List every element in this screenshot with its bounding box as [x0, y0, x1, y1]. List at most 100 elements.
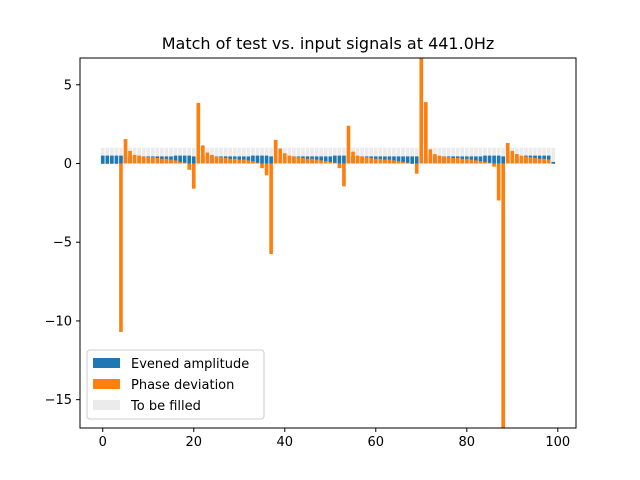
- fill-bar-9: [141, 147, 146, 164]
- fill-bar-57: [360, 147, 364, 164]
- phase-bar-61: [378, 158, 383, 164]
- phase-bar-4: [119, 163, 123, 332]
- fill-bar-13: [160, 147, 164, 164]
- phase-bar-20: [191, 163, 196, 189]
- phase-bar-39: [278, 148, 283, 164]
- phase-bar-90: [510, 150, 515, 164]
- x-tick-label-100: 100: [545, 435, 570, 450]
- phase-bar-94: [528, 157, 533, 164]
- amplitude-bar-87: [496, 155, 501, 164]
- x-tick-label-40: 40: [276, 435, 293, 450]
- fill-bar-77: [451, 147, 455, 164]
- fill-bar-37: [269, 147, 273, 164]
- phase-bar-73: [433, 154, 437, 164]
- amplitude-bar-65: [396, 156, 401, 164]
- phase-bar-12: [155, 157, 160, 164]
- phase-bar-11: [150, 157, 155, 164]
- fill-bar-60: [373, 147, 378, 164]
- phase-bar-28: [228, 158, 232, 164]
- phase-bar-59: [369, 157, 374, 164]
- amplitude-bar-49: [323, 156, 328, 164]
- fill-bar-82: [474, 147, 478, 164]
- phase-bar-96: [537, 158, 542, 164]
- fill-bar-2: [110, 147, 114, 164]
- phase-bar-66: [401, 161, 405, 164]
- phase-bar-16: [173, 160, 178, 164]
- phase-bar-24: [210, 154, 214, 164]
- amplitude-bar-4: [119, 155, 123, 164]
- fill-bar-8: [137, 147, 141, 164]
- fill-bar-33: [251, 147, 255, 164]
- phase-bar-47: [314, 159, 319, 164]
- fill-bar-99: [551, 147, 556, 164]
- phase-bar-31: [242, 159, 246, 164]
- amplitude-bar-82: [474, 156, 478, 164]
- phase-bar-98: [546, 159, 551, 164]
- fill-bar-87: [496, 147, 501, 164]
- phase-bar-42: [292, 156, 296, 164]
- fill-bar-67: [405, 147, 410, 164]
- phase-bar-63: [387, 159, 392, 164]
- legend-label-amplitude: Evened amplitude: [131, 357, 249, 372]
- phase-bar-99: [551, 163, 556, 164]
- fill-bar-42: [292, 147, 296, 164]
- fill-bar-16: [173, 147, 178, 164]
- legend-swatch-phase: [93, 379, 120, 389]
- phase-bar-81: [469, 159, 474, 164]
- x-tick-label-20: 20: [185, 435, 202, 450]
- fill-bar-83: [478, 147, 483, 164]
- fill-bar-36: [264, 147, 269, 164]
- phase-bar-69: [414, 163, 419, 174]
- phase-bar-60: [373, 158, 378, 164]
- phase-bar-10: [146, 157, 151, 164]
- phase-bar-84: [483, 161, 487, 164]
- y-tick-label--5: −5: [53, 236, 72, 251]
- fill-bar-43: [296, 147, 301, 164]
- fill-bar-20: [191, 147, 196, 164]
- fill-bar-66: [401, 147, 405, 164]
- phase-bar-85: [487, 162, 492, 164]
- phase-bar-46: [310, 158, 314, 164]
- fill-bar-84: [483, 147, 487, 164]
- fill-bar-74: [437, 147, 442, 164]
- phase-bar-6: [128, 150, 132, 164]
- fill-bar-1: [105, 147, 110, 164]
- amplitude-bar-18: [182, 155, 187, 164]
- phase-bar-86: [492, 163, 496, 167]
- amplitude-bar-3: [114, 155, 119, 164]
- amplitude-bar-17: [178, 155, 182, 164]
- fill-bar-80: [464, 147, 469, 164]
- plot-frame: [79, 57, 577, 429]
- phase-bar-52: [337, 163, 342, 169]
- phase-bar-21: [196, 102, 201, 164]
- phase-bar-79: [460, 158, 465, 164]
- phase-bar-74: [437, 155, 442, 164]
- phase-bar-15: [169, 159, 173, 164]
- chart-title: Match of test vs. input signals at 441.0…: [162, 34, 495, 53]
- fill-bar-61: [378, 147, 383, 164]
- phase-bar-48: [319, 160, 323, 164]
- amplitude-bar-50: [328, 156, 333, 164]
- series-phase-bars: [100, 58, 556, 428]
- phase-bar-25: [214, 156, 219, 164]
- phase-bar-2: [110, 163, 114, 164]
- amplitude-bar-85: [487, 155, 492, 164]
- phase-bar-5: [123, 139, 128, 164]
- fill-bar-47: [314, 147, 319, 164]
- amplitude-bar-0: [100, 155, 105, 164]
- fill-bar-62: [383, 147, 387, 164]
- fill-bar-69: [414, 147, 419, 164]
- fill-bar-15: [169, 147, 173, 164]
- phase-bar-9: [141, 156, 146, 164]
- fill-bar-81: [469, 147, 474, 164]
- fill-bar-92: [519, 147, 524, 164]
- amplitude-bar-19: [187, 155, 192, 164]
- fill-bar-12: [155, 147, 160, 164]
- phase-bar-40: [282, 153, 287, 164]
- amplitude-bar-36: [264, 155, 269, 164]
- fill-bar-58: [364, 147, 369, 164]
- fill-bar-46: [310, 147, 314, 164]
- fill-bar-17: [178, 147, 182, 164]
- phase-bar-45: [305, 158, 310, 164]
- fill-bar-11: [150, 147, 155, 164]
